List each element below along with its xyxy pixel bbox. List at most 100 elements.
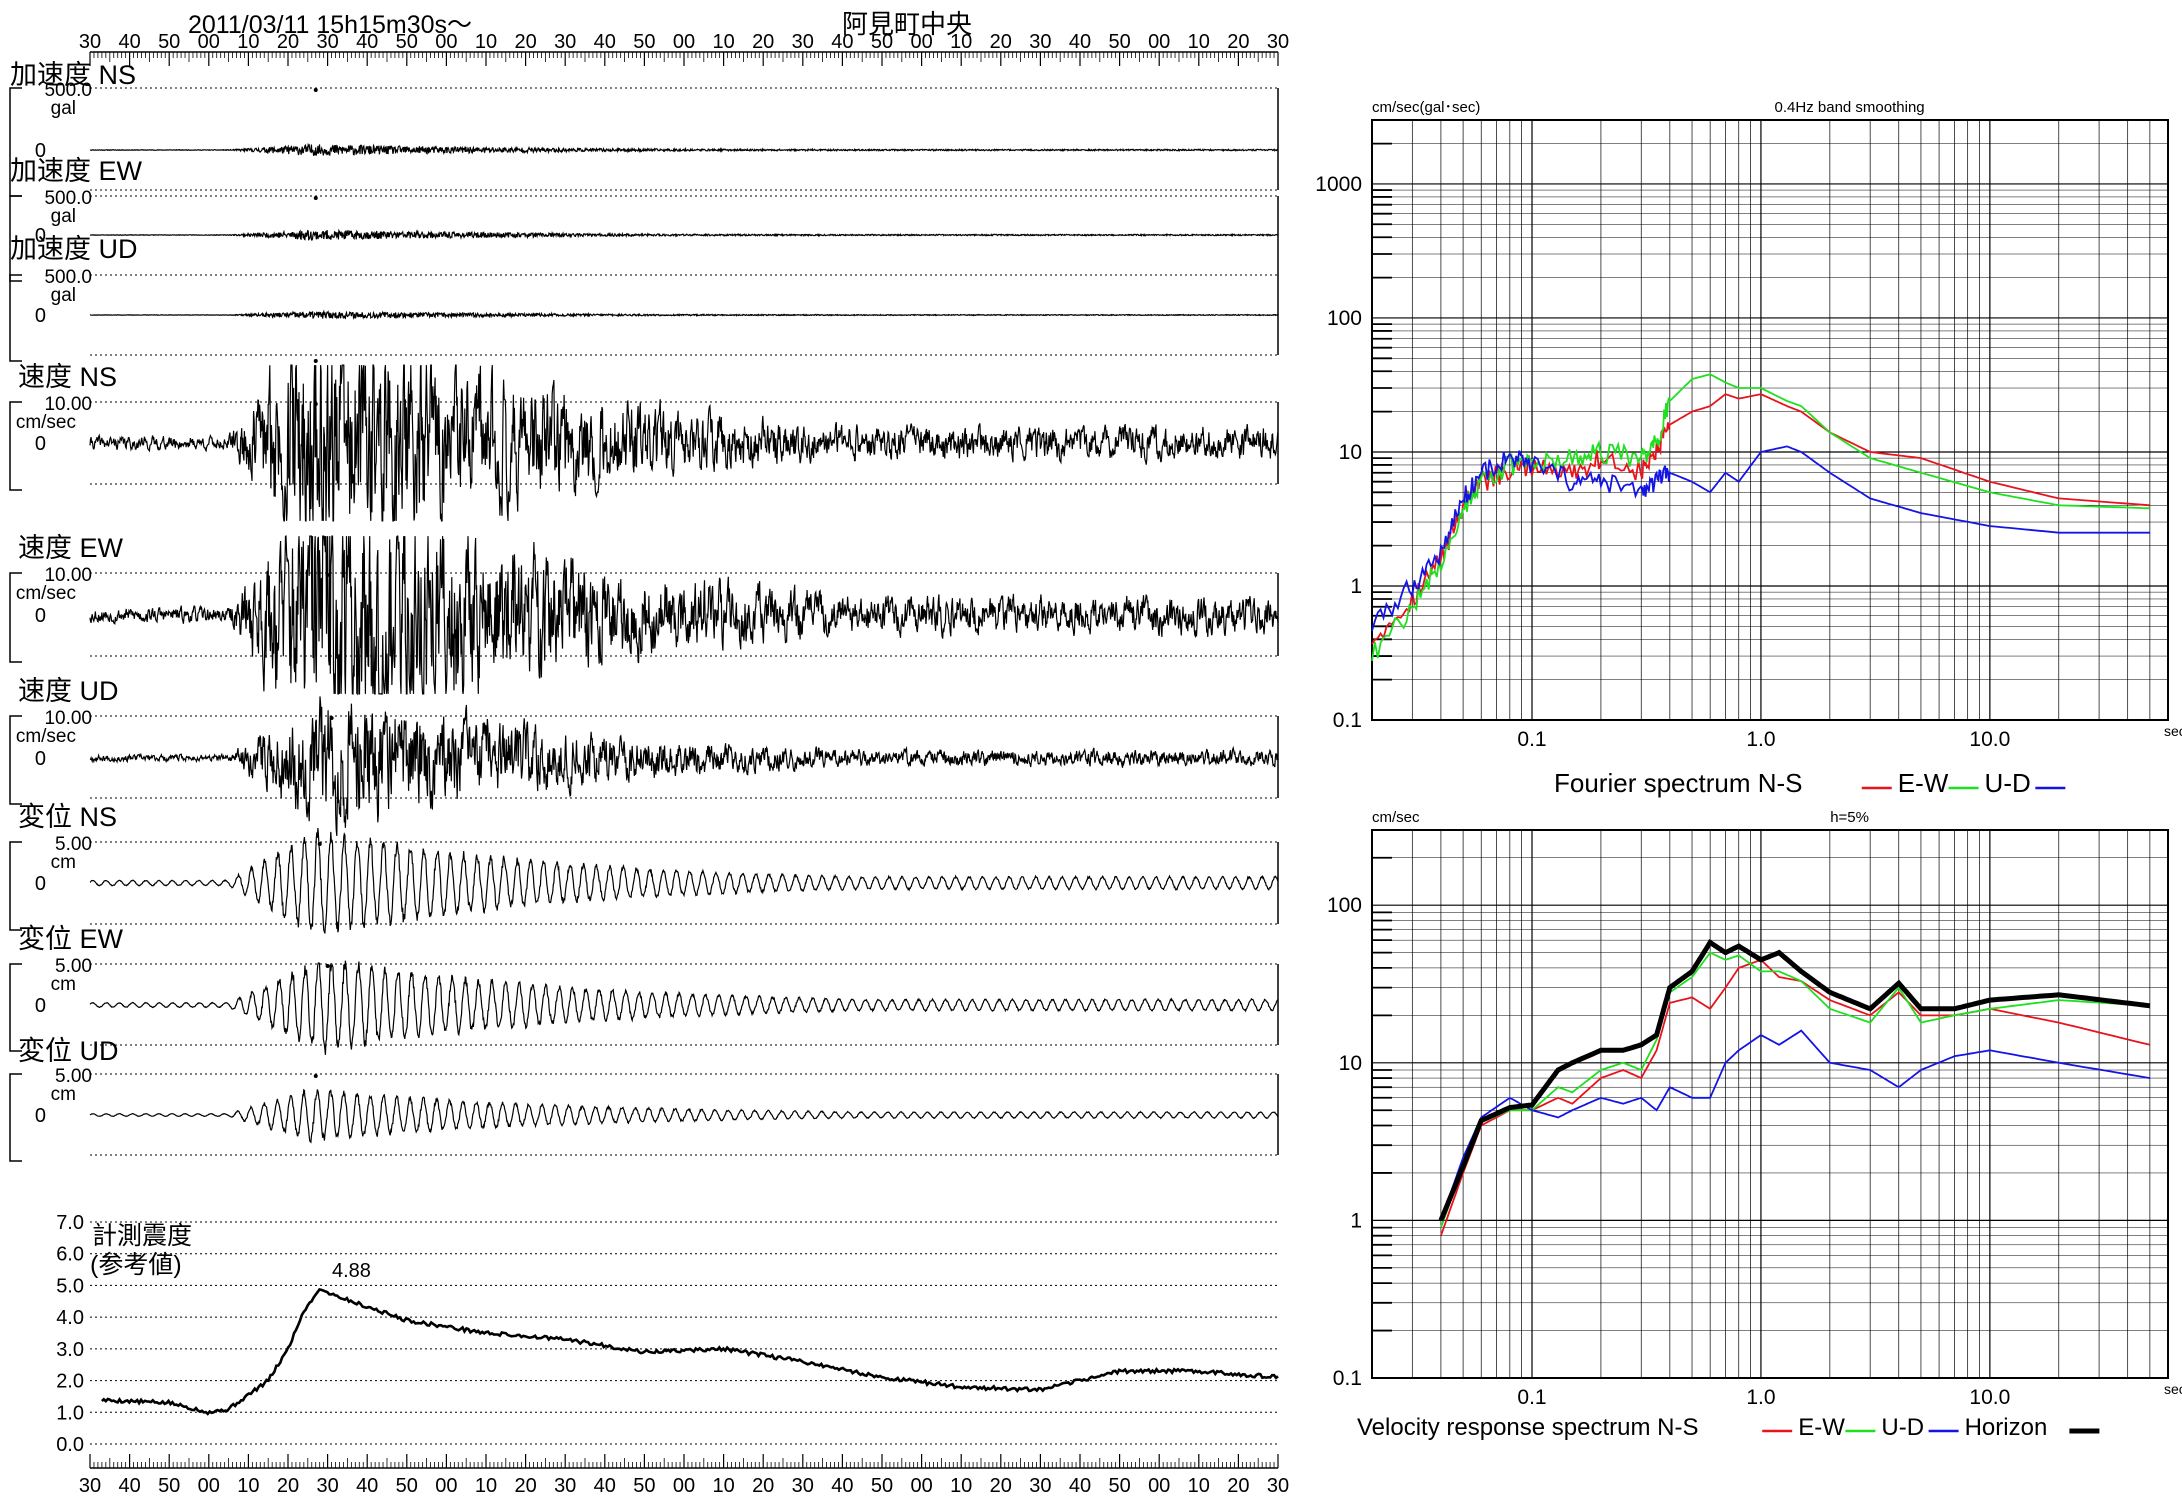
scale-value: 500.0	[44, 267, 92, 288]
time-tick-label: 10	[1188, 1475, 1210, 1497]
intensity-tick-label: 6.0	[56, 1244, 84, 1266]
waveform-trace	[89, 309, 1278, 320]
series-line-u-d	[1440, 1029, 2151, 1221]
waveform-title: 加速度 NS	[10, 60, 136, 90]
waveform-title: 速度 UD	[18, 676, 119, 706]
waveform-title: 変位 NS	[18, 802, 117, 832]
time-tick-label: 20	[277, 1475, 299, 1497]
time-tick-label: 00	[198, 31, 220, 53]
intensity-peak-label: 4.88	[332, 1260, 371, 1282]
time-tick-label: 30	[554, 1475, 576, 1497]
x-tick-label: 0.1	[1517, 728, 1546, 751]
time-tick-label: 20	[990, 31, 1012, 53]
chart-title: Fourier spectrum N-S	[1554, 768, 1803, 798]
peak-marker	[313, 1074, 318, 1078]
y-tick-label: 10	[1339, 441, 1362, 464]
scale-unit: gal	[51, 206, 76, 227]
time-tick-label: 00	[1148, 1475, 1170, 1497]
waveform-title: 変位 UD	[18, 1036, 119, 1066]
y-tick-label: 0.1	[1333, 1367, 1362, 1390]
chart-title: Velocity response spectrum N-S	[1357, 1414, 1698, 1441]
y-tick-label: 1000	[1315, 173, 1362, 196]
intensity-tick-label: 1.0	[56, 1402, 84, 1424]
velocity-response-spectrum-chart: 100 10 1 0.1 0.1 1.0 10.0 sec cm/sec h=5% Velocity…	[1327, 809, 2182, 1441]
time-tick-label: 50	[158, 31, 180, 53]
x-tick-label: 10.0	[1969, 728, 2010, 751]
time-tick-label: 00	[1148, 31, 1170, 53]
y-tick-label: 1	[1350, 575, 1362, 598]
time-tick-label: 10	[237, 1475, 259, 1497]
time-tick-label: 40	[831, 31, 853, 53]
time-tick-label: 00	[910, 1475, 932, 1497]
fourier-spectrum-chart: 1000 100 10 1 0.1 0.1 1.0 10.0 sec cm/sec(gal･sec…	[1315, 99, 2182, 798]
time-tick-label: 30	[792, 1475, 814, 1497]
waveform-title: 変位 EW	[18, 924, 124, 954]
time-tick-label: 50	[1108, 31, 1130, 53]
waveform-trace	[89, 535, 1279, 696]
waveform-title: 速度 EW	[18, 533, 124, 563]
intensity-tick-label: 5.0	[56, 1275, 84, 1297]
time-tick-label: 30	[316, 31, 338, 53]
time-tick-label: 00	[910, 31, 932, 53]
scale-bracket	[9, 195, 22, 282]
time-tick-label: 40	[118, 1475, 140, 1497]
time-tick-label: 00	[673, 1475, 695, 1497]
scale-value: 10.00	[44, 708, 92, 729]
time-tick-label: 20	[514, 31, 536, 53]
scale-value: 500.0	[44, 80, 92, 101]
scale-unit: cm/sec	[16, 412, 76, 433]
zero-label: 0	[35, 305, 46, 327]
waveform-trace	[89, 827, 1279, 934]
time-tick-label: 10	[475, 31, 497, 53]
time-tick-label: 30	[1029, 31, 1051, 53]
y-tick-label: 100	[1327, 307, 1362, 330]
scale-unit: gal	[51, 285, 76, 306]
station-name: 阿見町中央	[842, 9, 972, 39]
time-tick-label: 50	[871, 31, 893, 53]
time-tick-label: 00	[435, 1475, 457, 1497]
time-tick-label: 40	[356, 1475, 378, 1497]
zero-label: 0	[35, 1105, 46, 1127]
zero-label: 0	[35, 433, 46, 455]
scale-bracket	[9, 841, 22, 931]
plot-frame	[1371, 829, 2169, 1379]
x-tick-label: 1.0	[1746, 728, 1775, 751]
scale-unit: cm/sec	[16, 583, 76, 604]
x-axis-unit: sec	[2164, 1381, 2182, 1397]
time-tick-label: 30	[1267, 1475, 1289, 1497]
scale-value: 5.00	[55, 956, 92, 977]
waveform-trace	[89, 696, 1279, 836]
time-tick-label: 40	[356, 31, 378, 53]
y-axis-label: cm/sec	[1372, 809, 1420, 826]
time-tick-label: 10	[1188, 31, 1210, 53]
time-tick-label: 40	[831, 1475, 853, 1497]
intensity-subtitle: (参考値)	[90, 1251, 182, 1279]
time-tick-label: 40	[594, 1475, 616, 1497]
seismic-intensity-panel: 計測震度 (参考値) 4.88 7.0 6.0 5.0 4.0 3.0 2.0 1.0 0.0	[56, 1212, 1279, 1456]
peak-marker	[313, 402, 318, 406]
time-tick-label: 10	[475, 1475, 497, 1497]
scale-bracket	[9, 274, 22, 362]
time-tick-label: 50	[396, 1475, 418, 1497]
time-tick-label: 40	[1069, 1475, 1091, 1497]
scale-value: 10.00	[44, 394, 92, 415]
scale-bracket	[9, 572, 22, 663]
peak-marker	[313, 196, 318, 200]
intensity-tick-label: 3.0	[56, 1339, 84, 1361]
time-tick-label: 20	[1227, 1475, 1249, 1497]
time-tick-label: 00	[673, 31, 695, 53]
time-tick-label: 50	[871, 1475, 893, 1497]
x-tick-label: 10.0	[1969, 1386, 2010, 1409]
scale-value: 10.00	[44, 565, 92, 586]
x-tick-label: 1.0	[1746, 1386, 1775, 1409]
scale-unit: cm/sec	[16, 726, 76, 747]
time-tick-label: 50	[396, 31, 418, 53]
time-tick-label: 20	[514, 1475, 536, 1497]
legend-label: Horizon	[1965, 1414, 2048, 1441]
time-tick-label: 20	[990, 1475, 1012, 1497]
